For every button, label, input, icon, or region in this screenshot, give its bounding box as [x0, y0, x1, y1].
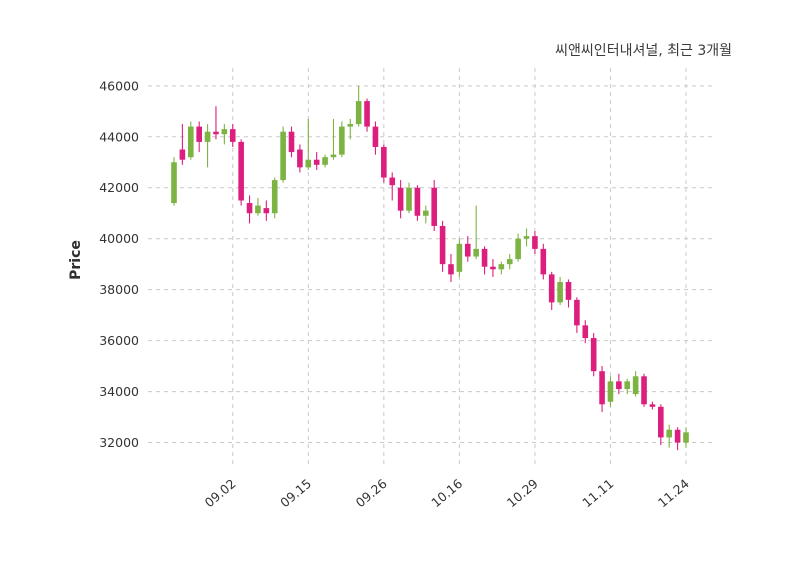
candle-body — [574, 299, 580, 326]
candle-body — [364, 101, 370, 127]
candle-body — [439, 225, 446, 265]
candle-body — [666, 429, 673, 438]
candle-body — [246, 203, 253, 214]
candle-body — [423, 210, 429, 216]
candle-body — [473, 248, 479, 257]
y-tick-label: 44000 — [99, 129, 139, 144]
y-tick-label: 46000 — [99, 78, 139, 93]
candle-body — [515, 238, 521, 260]
candle-body — [658, 406, 664, 438]
candle-body — [599, 371, 605, 405]
x-tick-label: 11.11 — [579, 476, 616, 511]
candle-body — [221, 129, 228, 135]
x-tick-label: 10.16 — [428, 476, 465, 511]
candle-body — [616, 381, 622, 390]
candle-body — [187, 126, 194, 158]
candle-body — [540, 248, 547, 275]
candle-body — [607, 381, 614, 402]
candle-body — [557, 282, 563, 303]
candle-body — [305, 159, 312, 168]
candle-body — [339, 126, 345, 155]
candle-body — [271, 180, 278, 214]
candle-body — [414, 187, 421, 216]
candle-body — [590, 338, 597, 372]
x-tick-label: 10.29 — [504, 476, 541, 511]
candle-body — [263, 208, 270, 214]
candle-body — [330, 154, 337, 158]
candle-body — [322, 157, 328, 165]
candle-body — [649, 404, 656, 407]
y-tick-label: 40000 — [99, 231, 139, 246]
candle-body — [355, 101, 362, 125]
candle-body — [381, 146, 387, 178]
candle-body — [448, 264, 454, 275]
candle-body — [523, 236, 530, 239]
candle-body — [624, 381, 631, 390]
candle-body — [406, 187, 412, 211]
candle-body — [255, 205, 261, 214]
candle-body — [683, 432, 689, 443]
candle-body — [532, 236, 538, 249]
y-tick-label: 36000 — [99, 333, 139, 348]
candle-body — [632, 376, 639, 395]
y-tick-label: 34000 — [99, 384, 139, 399]
candle-body — [313, 159, 320, 165]
candle-body — [347, 124, 354, 127]
candle-body — [431, 187, 437, 226]
y-tick-label: 38000 — [99, 282, 139, 297]
y-axis-label: Price — [68, 240, 84, 280]
candle-body — [171, 162, 177, 204]
candle-body — [288, 131, 295, 153]
candle-body — [204, 131, 211, 142]
candle-body — [179, 149, 186, 160]
candle-body — [297, 149, 303, 168]
candle-body — [456, 243, 463, 272]
candle-body — [372, 126, 379, 147]
y-tick-label: 42000 — [99, 180, 139, 195]
x-tick-label: 11.24 — [655, 476, 692, 511]
chart-title: 씨앤씨인터내셔널, 최근 3개월 — [555, 43, 732, 59]
candle-body — [481, 248, 488, 267]
candle-body — [582, 325, 589, 339]
candle-body — [238, 141, 244, 201]
candle-body — [229, 129, 236, 142]
candle-body — [498, 264, 505, 270]
candle-body — [565, 282, 572, 300]
candle-body — [464, 243, 471, 257]
candle-body — [490, 266, 496, 270]
candle-body — [213, 131, 219, 135]
x-tick-label: 09.02 — [202, 476, 239, 511]
candle-body — [674, 429, 681, 443]
candle-body — [506, 259, 513, 265]
candle-body — [196, 126, 202, 142]
x-tick-label: 09.15 — [277, 476, 314, 511]
candle-body — [280, 131, 286, 181]
candle-body — [548, 274, 555, 303]
x-tick-label: 09.26 — [353, 476, 390, 511]
candle-body — [389, 177, 396, 186]
candle-body — [397, 187, 404, 211]
candle-body — [641, 376, 647, 405]
y-tick-label: 32000 — [99, 435, 139, 450]
